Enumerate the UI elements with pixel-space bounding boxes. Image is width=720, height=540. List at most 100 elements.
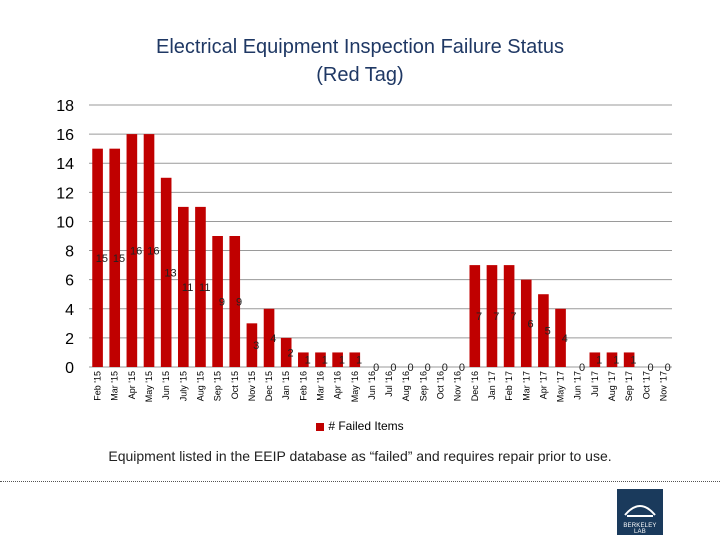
x-tick-label: May '16	[350, 371, 360, 402]
x-tick-label: Feb '15	[93, 371, 103, 401]
data-label: 16	[147, 246, 159, 258]
data-label: 0	[407, 362, 413, 374]
bar	[520, 279, 532, 367]
bar	[263, 308, 275, 367]
x-tick-label: Aug '16	[401, 371, 411, 401]
bar	[195, 206, 206, 367]
y-tick-label: 18	[56, 98, 74, 115]
x-tick-label: Feb '16	[298, 371, 308, 401]
data-label: 7	[476, 311, 482, 323]
y-tick-label: 10	[56, 214, 74, 231]
bar	[589, 352, 601, 367]
data-label: 1	[630, 355, 636, 367]
y-tick-label: 2	[65, 331, 74, 348]
x-tick-label: Apr '17	[538, 371, 548, 399]
data-label: 0	[373, 362, 379, 374]
y-tick-label: 14	[56, 156, 74, 173]
bar	[623, 352, 635, 367]
data-label: 4	[270, 333, 276, 345]
y-tick-label: 8	[65, 244, 74, 261]
data-label: 11	[182, 282, 193, 294]
x-tick-label: Jan '15	[281, 371, 291, 400]
chart-caption: Equipment listed in the EEIP database as…	[108, 448, 612, 464]
x-tick-label: Mar '15	[110, 371, 120, 401]
bar	[246, 323, 258, 367]
x-tick-label: Nov '15	[247, 371, 257, 401]
x-tick-label: Jan '17	[487, 371, 497, 400]
data-label: 3	[253, 340, 259, 352]
data-label: 0	[648, 362, 654, 374]
bar	[160, 177, 172, 367]
x-tick-label: May '15	[144, 371, 154, 402]
x-tick-label: Oct '15	[230, 371, 240, 399]
bar	[143, 134, 155, 367]
x-tick-label: Sep '15	[213, 371, 223, 401]
x-tick-label: Oct '17	[641, 371, 651, 399]
data-label: 5	[545, 326, 551, 338]
bar	[469, 265, 481, 367]
x-tick-label: Jul '16	[384, 371, 394, 397]
bar	[315, 352, 326, 367]
legend-swatch	[316, 422, 325, 431]
data-label: 1	[322, 355, 328, 367]
x-tick-label: Jun '15	[161, 371, 171, 400]
bar	[486, 265, 498, 367]
data-label: 0	[665, 362, 671, 374]
data-label: 2	[287, 347, 293, 359]
x-tick-label: Apr '16	[333, 371, 343, 399]
chart-title: Electrical Equipment Inspection Failure …	[0, 33, 720, 89]
data-label: 1	[613, 355, 619, 367]
data-label: 4	[562, 333, 568, 345]
x-tick-label: Sep '16	[418, 371, 428, 401]
x-tick-label: Nov '16	[453, 371, 463, 401]
x-tick-label: Oct '16	[436, 371, 446, 399]
bar	[177, 206, 189, 367]
lab-building-icon	[624, 505, 656, 517]
x-tick-label: Aug '17	[607, 371, 617, 401]
data-label: 0	[579, 362, 585, 374]
x-tick-label: Mar '17	[521, 371, 531, 401]
bar	[606, 352, 618, 367]
data-label: 0	[459, 362, 465, 374]
x-tick-label: Mar '16	[315, 371, 325, 401]
y-tick-label: 4	[65, 302, 74, 319]
data-label: 15	[96, 253, 108, 265]
data-label: 1	[305, 355, 311, 367]
x-tick-label: Aug '15	[195, 371, 205, 401]
data-label: 7	[510, 311, 516, 323]
y-tick-label: 16	[56, 127, 74, 144]
bar	[92, 148, 103, 367]
data-label: 1	[596, 355, 602, 367]
data-label: 13	[164, 267, 176, 279]
x-tick-label: Dec '16	[470, 371, 480, 401]
x-tick-label: July '15	[178, 371, 188, 401]
bar	[109, 148, 121, 367]
data-label: 6	[528, 318, 534, 330]
data-label: 9	[219, 297, 225, 309]
x-tick-label: May '17	[556, 371, 566, 402]
x-tick-label: Nov '17	[658, 371, 668, 401]
x-tick-label: Jun '17	[573, 371, 583, 400]
footer-divider	[0, 481, 720, 482]
bar	[349, 352, 361, 367]
data-label: 16	[130, 246, 142, 258]
x-tick-label: Apr '15	[127, 371, 137, 399]
x-tick-label: Feb '17	[504, 371, 514, 401]
x-tick-label: Jun '16	[367, 371, 377, 400]
data-label: 7	[493, 311, 499, 323]
x-tick-label: Sep '17	[624, 371, 634, 401]
data-label: 0	[425, 362, 431, 374]
data-label: 1	[356, 355, 362, 367]
data-label: 0	[442, 362, 448, 374]
y-tick-label: 0	[65, 360, 74, 377]
data-label: 9	[236, 297, 242, 309]
berkeley-lab-logo: BERKELEY LAB	[617, 489, 663, 535]
bar	[332, 352, 343, 367]
data-label: 0	[390, 362, 396, 374]
logo-text: BERKELEY LAB	[623, 523, 657, 535]
bar	[298, 352, 309, 367]
y-tick-label: 6	[65, 273, 74, 290]
bar	[555, 308, 566, 367]
y-tick-label: 12	[56, 185, 74, 202]
bar	[229, 236, 241, 367]
